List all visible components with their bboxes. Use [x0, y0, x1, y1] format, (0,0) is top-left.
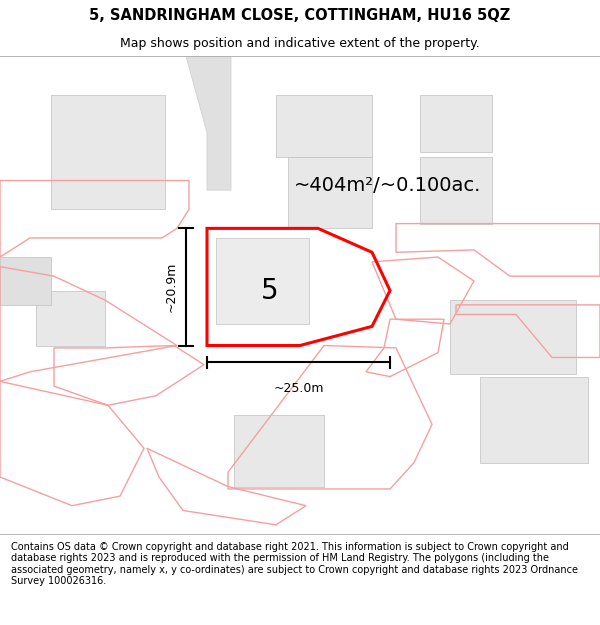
- Polygon shape: [420, 94, 492, 152]
- Polygon shape: [288, 157, 372, 228]
- Polygon shape: [420, 157, 492, 224]
- Text: 5: 5: [261, 276, 279, 304]
- Polygon shape: [276, 94, 372, 157]
- Polygon shape: [0, 257, 51, 305]
- Polygon shape: [450, 300, 576, 374]
- Text: ~404m²/~0.100ac.: ~404m²/~0.100ac.: [294, 176, 481, 195]
- Polygon shape: [216, 238, 309, 324]
- Polygon shape: [186, 56, 231, 190]
- Text: Map shows position and indicative extent of the property.: Map shows position and indicative extent…: [120, 38, 480, 51]
- Polygon shape: [234, 415, 324, 486]
- Text: ~20.9m: ~20.9m: [164, 262, 178, 312]
- Polygon shape: [51, 94, 165, 209]
- Text: Contains OS data © Crown copyright and database right 2021. This information is : Contains OS data © Crown copyright and d…: [11, 542, 578, 586]
- Polygon shape: [480, 377, 588, 462]
- Text: 5, SANDRINGHAM CLOSE, COTTINGHAM, HU16 5QZ: 5, SANDRINGHAM CLOSE, COTTINGHAM, HU16 5…: [89, 8, 511, 23]
- Polygon shape: [36, 291, 105, 346]
- Text: ~25.0m: ~25.0m: [273, 382, 324, 395]
